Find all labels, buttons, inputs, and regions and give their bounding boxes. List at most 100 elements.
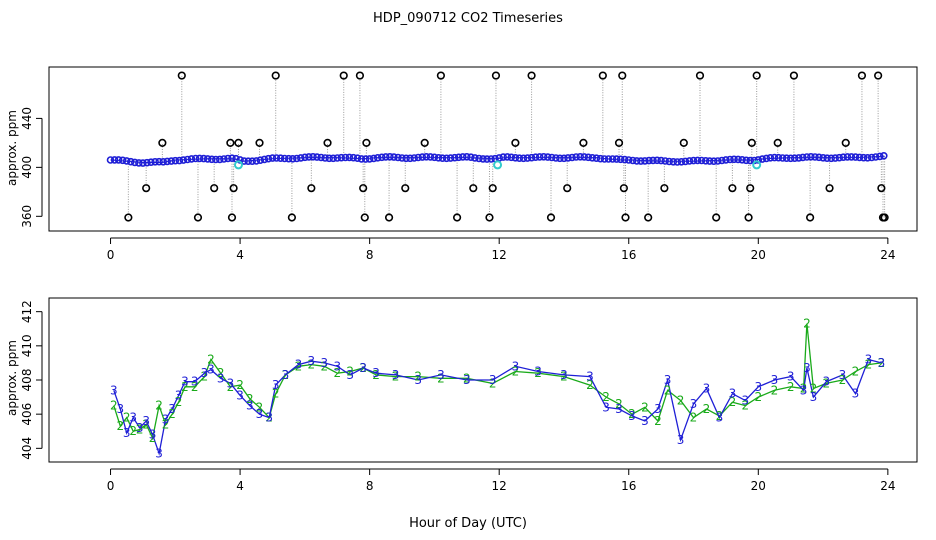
top-spike-point [619,184,628,193]
top-baseline-point [738,156,746,164]
top-baseline-point [770,153,779,162]
top-baseline-point [317,153,325,162]
top-baseline-point [284,154,293,163]
bottom-point-label-3: 3 [729,387,737,401]
top-baseline-point [106,156,115,164]
bottom-y-tick-label: 412 [20,300,34,323]
top-baseline-point [454,153,463,162]
bottom-point-label-2: 2 [346,365,354,379]
bottom-point-label-2: 2 [207,353,215,367]
bottom-point-label-3: 3 [463,373,471,387]
top-baseline-point [620,155,629,164]
top-baseline-point [564,154,572,162]
top-baseline-point [171,156,180,165]
top-baseline-point [608,155,617,163]
top-x-tick-label: 8 [366,248,374,262]
top-spike-point [229,184,238,193]
bottom-point-label-3: 3 [307,354,315,368]
bottom-point-label-2: 2 [865,358,873,372]
bottom-point-label-2: 2 [217,366,225,380]
top-baseline-point [151,158,159,166]
bottom-point-label-3: 3 [716,411,724,425]
bottom-point-label-2: 2 [512,365,520,379]
bottom-point-label-2: 2 [628,407,636,421]
top-spike-point [511,138,520,147]
top-panel: 0 4 8 12 16 20 24 360 400 440 approx. ppm [5,66,918,262]
top-baseline-point [381,153,390,161]
top-baseline-point [118,156,127,165]
bottom-point-label-2: 2 [392,370,400,384]
bottom-point-label-3: 3 [272,378,280,392]
bottom-point-label-3: 3 [437,368,445,382]
bottom-point-label-3: 3 [346,368,354,382]
bottom-point-label-2: 2 [741,399,749,413]
bottom-point-label-3: 3 [110,383,118,397]
bottom-point-label-2: 2 [272,387,280,401]
bottom-point-label-3: 3 [149,428,157,442]
top-baseline-point [859,153,868,162]
top-y-tick-label: 360 [20,205,34,228]
top-baseline-point [637,157,645,165]
top-baseline-point [547,153,556,162]
top-baseline-point [406,154,414,163]
top-baseline-point [373,154,382,162]
top-spike-point [679,138,688,147]
bottom-point-label-2: 2 [149,431,157,445]
top-baseline-point [766,154,775,162]
bottom-point-label-3: 3 [116,402,124,416]
top-data-marks [106,71,889,222]
top-baseline-point [252,157,261,165]
bottom-point-label-3: 3 [512,359,520,373]
top-baseline-point [572,153,580,161]
bottom-point-label-2: 2 [810,382,818,396]
top-baseline-point [305,153,313,161]
bottom-point-label-3: 3 [754,380,762,394]
top-y-axis-label: approx. ppm [5,110,19,186]
top-baseline-point [722,156,730,164]
top-baseline-point [220,155,228,163]
bottom-point-label-3: 3 [741,394,749,408]
bottom-point-label-3: 3 [664,373,672,387]
top-baseline-point [584,153,593,162]
top-baseline-point [535,153,544,161]
top-spike-point [857,71,867,80]
top-spike-point [323,138,332,147]
top-baseline-point [855,153,864,162]
top-spike-point [362,138,371,147]
top-baseline-point [507,153,516,162]
top-spike-point [452,213,462,222]
top-baseline-point [701,157,710,165]
top-baseline-point [390,153,398,161]
top-baseline-point [353,154,362,162]
top-baseline-point [131,158,139,167]
top-baseline-point [122,157,131,165]
top-baseline-point [321,154,329,162]
top-baseline-point [673,158,682,166]
bottom-point-label-3: 3 [800,383,808,397]
top-baseline-point [730,155,738,164]
top-baseline-point [794,154,803,162]
top-baseline-point [790,154,799,162]
bottom-point-label-2: 2 [191,380,199,394]
x-axis-label: Hour of Day (UTC) [409,516,527,531]
bottom-point-label-2: 2 [110,399,118,413]
bottom-point-label-3: 3 [852,387,860,401]
top-baseline-point [604,155,613,163]
bottom-point-label-2: 2 [307,358,315,372]
bottom-point-label-2: 2 [803,317,811,331]
top-baseline-point [515,154,524,162]
top-baseline-point [734,155,742,164]
top-baseline-point [114,156,123,164]
bottom-point-label-3: 3 [136,421,144,435]
bottom-point-label-2: 2 [246,392,254,406]
bottom-point-label-2: 2 [729,395,737,409]
bottom-point-label-2: 2 [295,359,303,373]
top-baseline-point [543,153,552,161]
bottom-point-label-2: 2 [116,419,124,433]
top-baseline-point [434,154,443,162]
top-baseline-point [677,158,686,166]
top-baseline-point [641,157,649,165]
top-baseline-point [175,156,184,165]
top-baseline-point [879,152,888,160]
